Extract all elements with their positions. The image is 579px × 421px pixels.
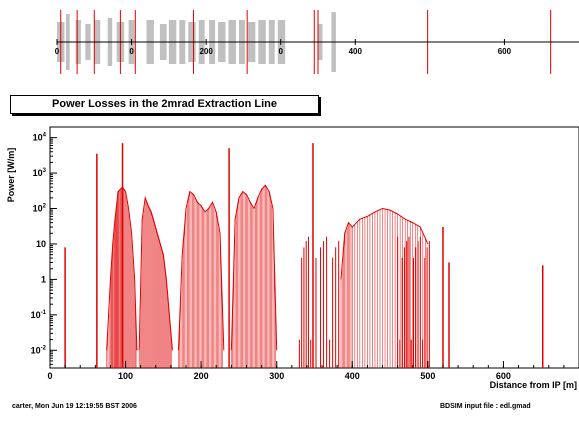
envelope-1	[138, 195, 173, 351]
x-tick-label-5: 500	[420, 371, 435, 381]
x-tick-label-1: 100	[118, 371, 133, 381]
y-tick-exponent-0: 4	[43, 133, 47, 139]
x-axis-label: Distance from IP [m]	[490, 380, 577, 390]
power-loss-plot: 0 100 200 300 400 500 60010410310210110-110-2D…	[6, 126, 579, 390]
x-tick-label-0: 0	[47, 371, 52, 381]
top-tick-label-2: 200	[199, 47, 213, 56]
footer-right: BDSIM input file : edl.gmad	[440, 403, 531, 410]
y-tick-exponent-2: 2	[43, 204, 47, 210]
top-tick-label-5: 600	[498, 47, 512, 56]
envelope-4	[340, 207, 429, 280]
y-tick-label-2: 102	[33, 204, 47, 214]
x-tick-label-2: 200	[194, 371, 209, 381]
y-tick-exponent-5: -1	[41, 310, 47, 316]
chart-title: Power Losses in the 2mrad Extraction Lin…	[10, 95, 319, 114]
y-tick-label-4: 1	[41, 274, 46, 284]
top-tick-label-1: 0	[129, 47, 134, 56]
y-tick-exponent-6: -2	[41, 345, 47, 351]
x-tick-label-3: 300	[269, 371, 284, 381]
top-tick-label-3: 0	[278, 47, 283, 56]
y-tick-label-0: 104	[33, 133, 47, 143]
x-tick-label-6: 600	[496, 371, 511, 381]
y-tick-label-5: 10-1	[31, 310, 47, 320]
y-axis-label: Power [W/m]	[6, 148, 16, 203]
y-tick-label-3: 10	[36, 239, 46, 249]
y-tick-exponent-1: 3	[43, 168, 47, 174]
top-tick-label-0: 0	[55, 47, 60, 56]
y-tick-label-6: 10-2	[31, 345, 47, 355]
top-tick-label-4: 400	[349, 47, 363, 56]
x-tick-label-4: 400	[345, 371, 360, 381]
beamline-overview: 0 0 200 0 400 600	[55, 10, 579, 74]
y-tick-label-1: 103	[33, 168, 47, 178]
footer-left: carter, Mon Jun 19 12:19:55 BST 2006	[12, 403, 137, 410]
